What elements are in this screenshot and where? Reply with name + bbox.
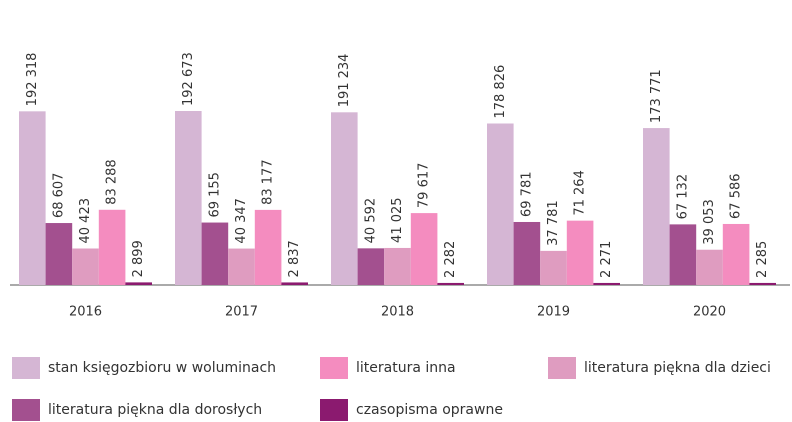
data-label: 2 899 <box>131 240 146 277</box>
x-tick-label: 2017 <box>225 305 258 320</box>
data-label: 41 025 <box>390 197 405 243</box>
bar <box>384 247 411 285</box>
legend-label: literatura piękna dla dorosłych <box>48 402 262 418</box>
data-label: 68 607 <box>51 173 66 219</box>
legend-swatch <box>320 399 348 421</box>
legend-swatch <box>320 357 348 379</box>
data-label: 69 155 <box>207 172 222 218</box>
data-label: 79 617 <box>417 163 432 209</box>
bar <box>722 223 750 285</box>
data-label: 2 837 <box>287 240 302 277</box>
x-tick-label: 2018 <box>381 305 414 320</box>
legend-label: literatura inna <box>356 360 456 376</box>
data-label: 2 271 <box>599 241 614 278</box>
data-label: 2 282 <box>443 241 458 278</box>
bar <box>175 111 202 285</box>
data-label: 71 264 <box>573 170 588 216</box>
data-label: 40 592 <box>363 198 378 244</box>
bar <box>513 221 541 285</box>
legend-label: literatura piękna dla dzieci <box>584 360 771 376</box>
data-label: 192 318 <box>25 53 40 107</box>
bar <box>72 248 99 285</box>
data-label: 37 781 <box>546 200 561 246</box>
bar <box>254 209 282 285</box>
bar <box>593 282 620 285</box>
legend-label: czasopisma oprawne <box>356 402 503 418</box>
bar <box>281 282 308 285</box>
bar <box>201 222 229 285</box>
legend-swatch <box>12 399 40 421</box>
data-label: 2 285 <box>755 241 770 278</box>
bar <box>749 282 776 285</box>
data-label: 40 423 <box>78 198 93 244</box>
bar <box>125 282 152 285</box>
bar <box>228 248 255 285</box>
bar <box>357 248 385 285</box>
data-label: 83 288 <box>105 159 120 205</box>
data-label: 40 347 <box>234 198 249 244</box>
data-label: 39 053 <box>702 199 717 245</box>
bar <box>540 250 567 285</box>
data-label: 83 177 <box>261 159 276 205</box>
bar <box>669 224 697 285</box>
bar <box>437 282 464 285</box>
x-tick-label: 2016 <box>69 305 102 320</box>
data-label: 191 234 <box>337 54 352 108</box>
data-label: 67 586 <box>729 173 744 219</box>
bar <box>643 128 670 285</box>
legend-swatch <box>12 357 40 379</box>
x-tick-label: 2020 <box>693 305 726 320</box>
bar <box>331 112 358 286</box>
data-label: 67 132 <box>675 174 690 220</box>
data-label: 173 771 <box>649 69 664 123</box>
bar <box>410 213 438 285</box>
bar <box>566 220 594 285</box>
legend-swatch <box>548 357 576 379</box>
data-label: 69 781 <box>519 171 534 217</box>
bar <box>487 123 514 286</box>
data-label: 178 826 <box>493 65 508 119</box>
bar <box>696 249 723 285</box>
data-label: 192 673 <box>181 52 196 106</box>
x-tick-label: 2019 <box>537 305 570 320</box>
bar <box>19 111 46 286</box>
bar <box>45 223 73 285</box>
legend-label: stan księgozbioru w woluminach <box>48 360 276 376</box>
bar <box>98 209 126 285</box>
